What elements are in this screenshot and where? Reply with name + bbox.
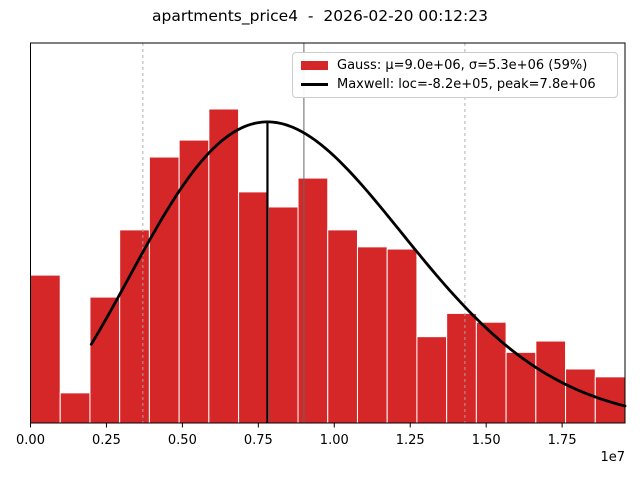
histogram-bar [238,191,269,424]
x-tick-label: 0.75 [244,433,273,448]
histogram-bar [59,392,91,424]
histogram-bar [297,177,329,424]
x-tick-label: 0.25 [92,433,121,448]
histogram-bar [356,246,388,424]
histogram-bar [475,321,507,424]
x-tick-label: 1.25 [396,433,425,448]
x-tick-label: 0.50 [168,433,197,448]
x-tick-label: 1.50 [472,433,501,448]
histogram-bar [30,274,61,424]
maxwell-curve [89,120,627,408]
legend-label-maxwell: Maxwell: loc=-8.2e+05, peak=7.8e+06 [337,77,596,93]
x-tick-label: 1.75 [548,433,577,448]
histogram-bar [386,248,418,424]
x-tick-label: 1.00 [320,433,349,448]
histogram-bar [208,108,240,424]
x-tick-label: 0.00 [16,433,45,448]
histogram-bar [327,229,358,424]
gauss-red-swatch [301,60,328,70]
histogram-bar [416,336,448,424]
histogram-bar [89,296,121,424]
histogram-bar [446,312,477,424]
x-axis-offset-label: 1e7 [600,450,625,465]
chart-title: apartments_price4 - 2026-02-20 00:12:23 [151,7,488,25]
legend-item-maxwell: Maxwell: loc=-8.2e+05, peak=7.8e+06 [301,77,609,94]
plot-border [30,42,626,424]
histogram-bar [119,229,150,424]
histogram-bar [267,206,299,424]
maxwell-line-swatch [301,83,328,87]
legend-item-gauss: Gauss: μ=9.0e+06, σ=5.3e+06 (59%) [301,57,609,74]
legend: Gauss: μ=9.0e+06, σ=5.3e+06 (59%) Maxwel… [292,52,618,98]
legend-label-gauss: Gauss: μ=9.0e+06, σ=5.3e+06 (59%) [337,57,588,73]
